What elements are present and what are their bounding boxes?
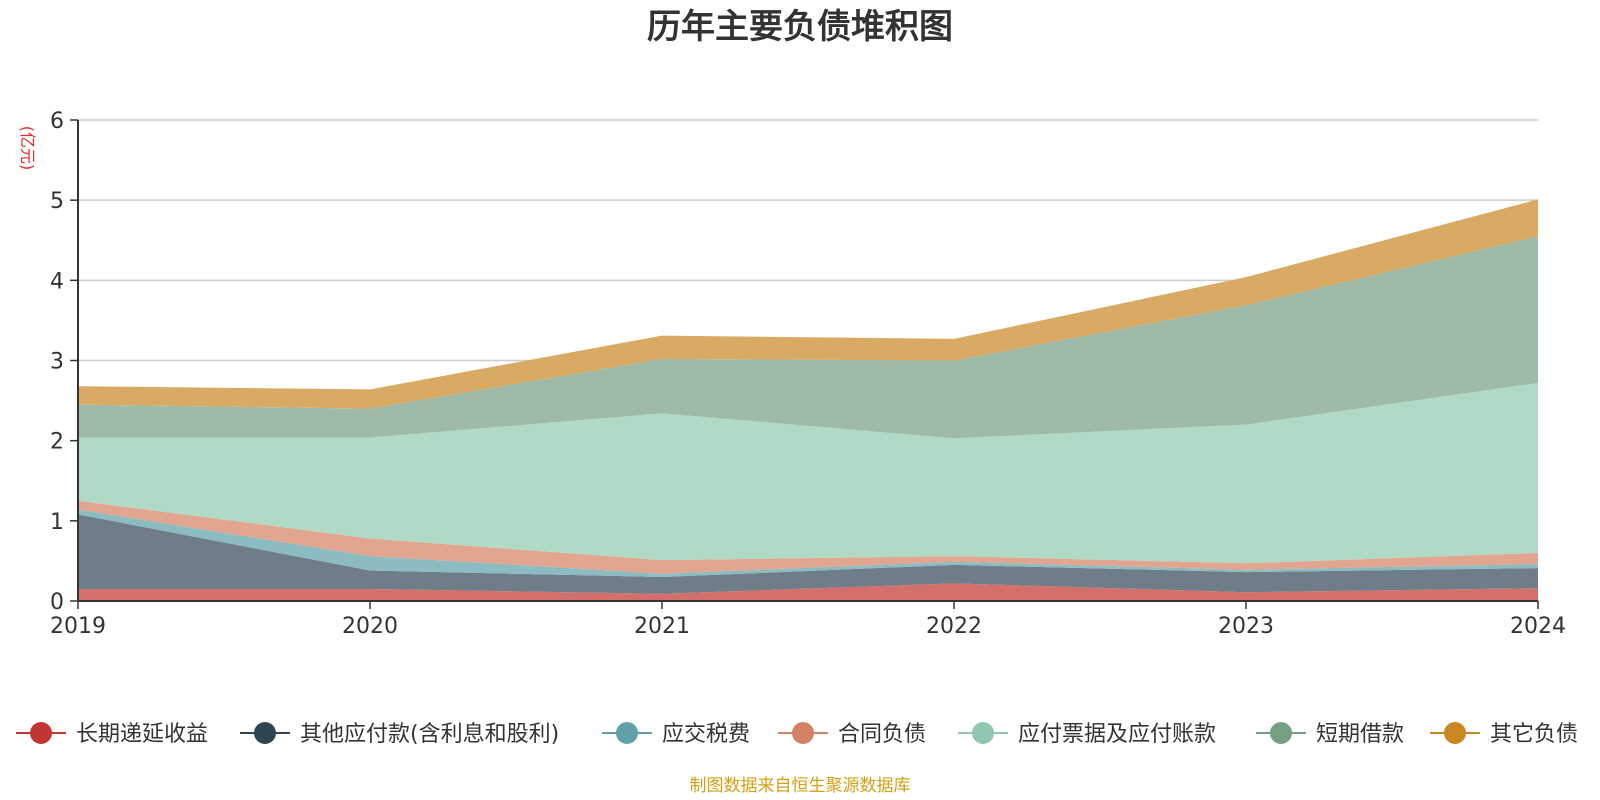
area-series-group [78,199,1538,601]
area-series-7[interactable] [78,199,1538,409]
legend-item-7[interactable]: 其它负债 [1430,722,1578,747]
legend-item-1[interactable]: 长期递延收益 [16,722,208,747]
y-tick-label: 2 [50,430,64,455]
x-tick-label: 2024 [1510,614,1566,639]
area-series-5[interactable] [78,382,1538,564]
legend-label: 其它负债 [1490,722,1578,747]
y-tick-label: 1 [50,510,64,535]
legend-item-2[interactable]: 其他应付款(含利息和股利) [240,722,559,747]
legend-item-5[interactable]: 应付票据及应付账款 [958,722,1216,747]
area-series-6[interactable] [78,236,1538,439]
legend-item-3[interactable]: 应交税费 [602,722,750,747]
legend-label: 短期借款 [1316,722,1404,747]
y-tick-label: 3 [50,350,64,375]
chart-title: 历年主要负债堆积图 [647,7,953,47]
x-tick-label: 2022 [926,614,982,639]
axes: 0 1 2 3 4 5 6 2019 2020 2021 2022 2023 2024 [50,109,1566,639]
legend-label: 应付票据及应付账款 [1018,722,1216,747]
y-tick-label: 6 [50,109,64,134]
legend-label: 合同负债 [838,722,926,747]
legend-marker [30,722,52,744]
area-series-1[interactable] [78,583,1538,601]
legend-marker [972,722,994,744]
legend-marker [1270,722,1292,744]
y-tick-label: 4 [50,269,64,294]
legend-marker [254,722,276,744]
y-tick-label: 5 [50,189,64,214]
legend-label: 其他应付款(含利息和股利) [300,722,559,747]
legend-item-4[interactable]: 合同负债 [778,722,926,747]
legend-label: 应交税费 [662,722,750,747]
x-tick-label: 2019 [50,614,106,639]
y-axis-unit: (亿元) [18,126,37,171]
legend-marker [616,722,638,744]
source-note: 制图数据来自恒生聚源数据库 [690,776,911,796]
y-tick-label: 0 [50,590,64,615]
legend-marker [792,722,814,744]
x-tick-label: 2020 [342,614,398,639]
legend-label: 长期递延收益 [76,722,208,747]
area-series-4[interactable] [78,500,1538,574]
x-tick-label: 2021 [634,614,690,639]
area-series-2[interactable] [78,514,1538,594]
legend-marker [1444,722,1466,744]
x-tick-label: 2023 [1218,614,1274,639]
legend-item-6[interactable]: 短期借款 [1256,722,1404,747]
legend[interactable]: 长期递延收益 其他应付款(含利息和股利) 应交税费 合同负债 应付票据及应付账款 短期借款… [16,722,1578,747]
